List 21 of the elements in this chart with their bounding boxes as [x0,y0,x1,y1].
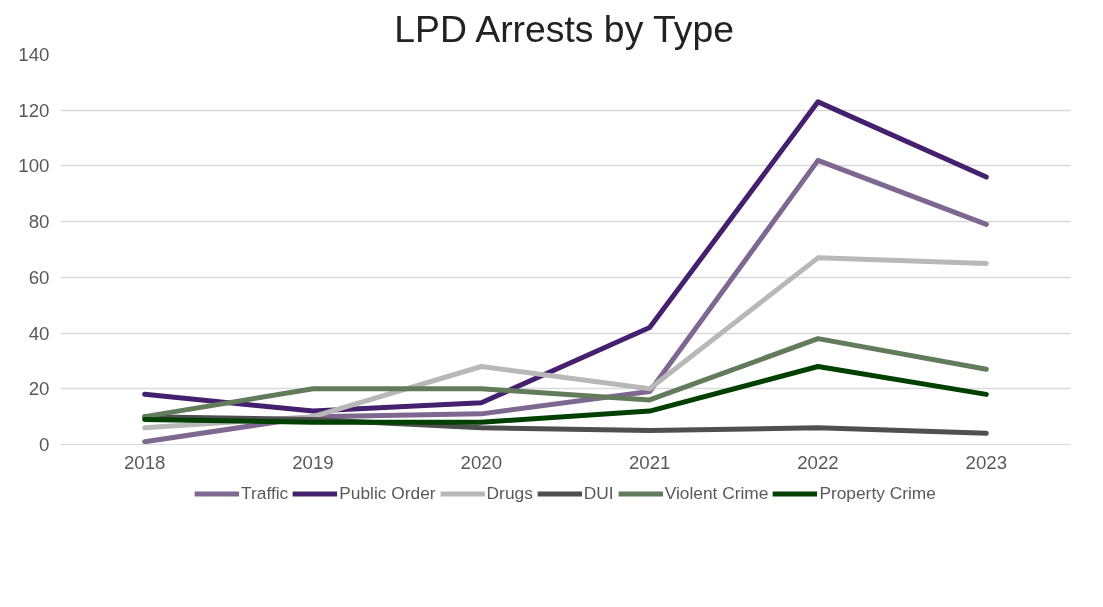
legend-label: Violent Crime [664,482,769,504]
x-tick-label: 2018 [123,451,166,473]
legend-label: Public Order [339,482,436,504]
chart-title: LPD Arrests by Type [394,7,734,50]
x-tick-label: 2022 [797,451,839,473]
legend-label: Traffic [241,482,289,504]
y-tick-label: 80 [28,211,50,233]
y-tick-label: 40 [28,322,50,344]
legend-label: DUI [583,482,614,504]
x-tick-label: 2020 [460,451,503,473]
y-tick-label: 60 [28,266,50,288]
y-tick-label: 100 [18,155,50,177]
x-tick-label: 2021 [628,451,671,473]
y-tick-label: 20 [28,378,50,400]
legend-label: Drugs [486,482,533,504]
x-tick-label: 2023 [965,451,1008,473]
y-tick-label: 120 [18,99,50,121]
y-tick-label: 0 [39,434,50,455]
x-tick-label: 2019 [292,451,334,473]
legend-label: Property Crime [819,482,936,504]
y-tick-label: 140 [18,44,50,65]
